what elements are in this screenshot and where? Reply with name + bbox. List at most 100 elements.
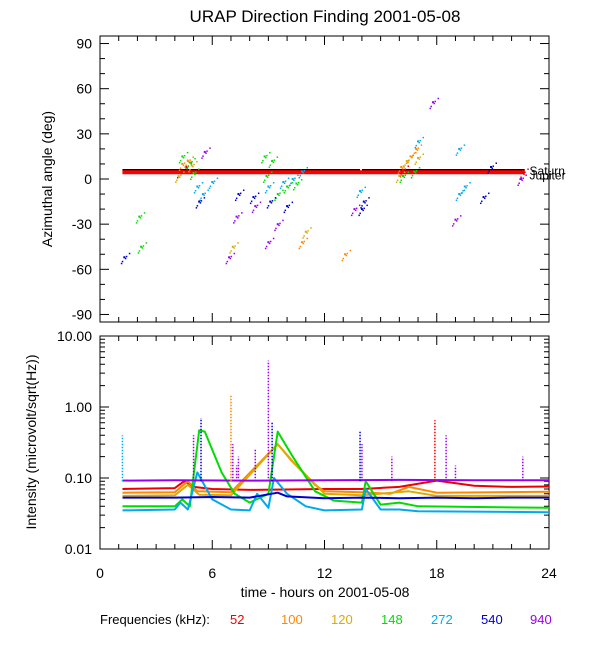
data-point	[267, 185, 270, 188]
data-point	[360, 191, 363, 194]
data-point	[175, 181, 177, 183]
data-point	[203, 194, 205, 197]
data-point	[266, 154, 268, 157]
data-point	[271, 171, 273, 173]
azimuth-ytick-label: -30	[72, 216, 92, 232]
data-point	[268, 187, 271, 189]
data-point	[415, 144, 418, 147]
data-point	[176, 179, 178, 181]
data-point	[235, 197, 238, 200]
data-point	[268, 174, 270, 176]
data-point	[265, 245, 268, 248]
data-point	[252, 196, 255, 199]
data-point	[178, 161, 181, 164]
data-point	[143, 212, 146, 214]
legend-item-52: 52	[230, 612, 245, 627]
data-point	[176, 176, 179, 179]
data-point	[209, 147, 211, 149]
data-point	[189, 168, 191, 171]
data-point	[366, 204, 368, 207]
data-point	[270, 202, 273, 204]
data-point	[254, 205, 257, 208]
data-point	[279, 192, 281, 195]
time-xtick-label: 0	[96, 565, 104, 581]
data-point	[407, 165, 410, 167]
data-point	[368, 197, 370, 199]
data-point	[405, 159, 408, 162]
data-point	[419, 156, 422, 158]
planet-label: Saturn	[530, 164, 565, 178]
data-point	[198, 185, 201, 187]
data-point	[263, 181, 265, 183]
data-point	[273, 159, 276, 161]
data-point	[225, 262, 228, 265]
data-point	[276, 223, 279, 226]
data-point	[300, 179, 303, 181]
data-point	[253, 197, 256, 200]
data-point	[353, 208, 356, 211]
chart-title: URAP Direction Finding 2001-05-08	[190, 7, 461, 26]
data-point	[455, 220, 458, 222]
data-point	[194, 190, 197, 192]
data-point	[259, 201, 262, 204]
data-point	[402, 174, 405, 177]
data-point	[275, 227, 277, 230]
data-point	[521, 171, 524, 174]
data-point	[364, 202, 366, 204]
data-point	[452, 223, 455, 225]
data-point	[237, 193, 240, 196]
data-point	[271, 200, 274, 202]
data-point	[454, 218, 457, 221]
data-point	[280, 185, 283, 188]
data-point	[274, 199, 276, 202]
data-point	[284, 209, 287, 212]
data-point	[341, 259, 344, 262]
data-point	[346, 252, 349, 255]
data-point	[186, 167, 188, 170]
data-point	[183, 154, 186, 157]
data-point	[303, 240, 306, 243]
data-point	[235, 215, 238, 218]
data-point	[432, 101, 435, 104]
data-point	[201, 182, 204, 184]
data-point	[401, 167, 404, 169]
data-point	[197, 187, 200, 189]
data-point	[403, 170, 406, 172]
data-point	[272, 161, 275, 163]
data-point	[190, 164, 193, 167]
data-point	[229, 257, 232, 260]
data-point	[402, 165, 405, 167]
data-point	[287, 177, 290, 180]
data-point	[398, 170, 401, 172]
data-point	[344, 253, 347, 256]
data-point	[463, 144, 466, 146]
data-point	[135, 222, 138, 224]
data-point	[303, 235, 305, 237]
data-point	[294, 177, 296, 179]
data-point	[182, 164, 185, 166]
data-point	[211, 181, 214, 184]
data-point	[521, 179, 523, 181]
data-point	[241, 212, 243, 214]
data-point	[136, 220, 139, 222]
data-point	[262, 159, 264, 162]
data-point	[407, 161, 409, 163]
data-point	[398, 174, 401, 177]
data-point	[293, 187, 296, 189]
data-point	[231, 245, 234, 248]
data-point	[195, 207, 198, 209]
data-point	[360, 208, 363, 211]
data-point	[196, 185, 199, 188]
data-point	[249, 202, 252, 205]
data-point	[209, 185, 212, 188]
data-point	[411, 174, 414, 177]
data-point	[139, 217, 142, 219]
data-point	[278, 194, 280, 197]
data-point	[418, 158, 421, 160]
data-point	[422, 136, 425, 139]
data-point	[179, 159, 182, 162]
data-point	[269, 200, 272, 203]
data-point	[140, 215, 143, 217]
data-point	[183, 162, 186, 164]
